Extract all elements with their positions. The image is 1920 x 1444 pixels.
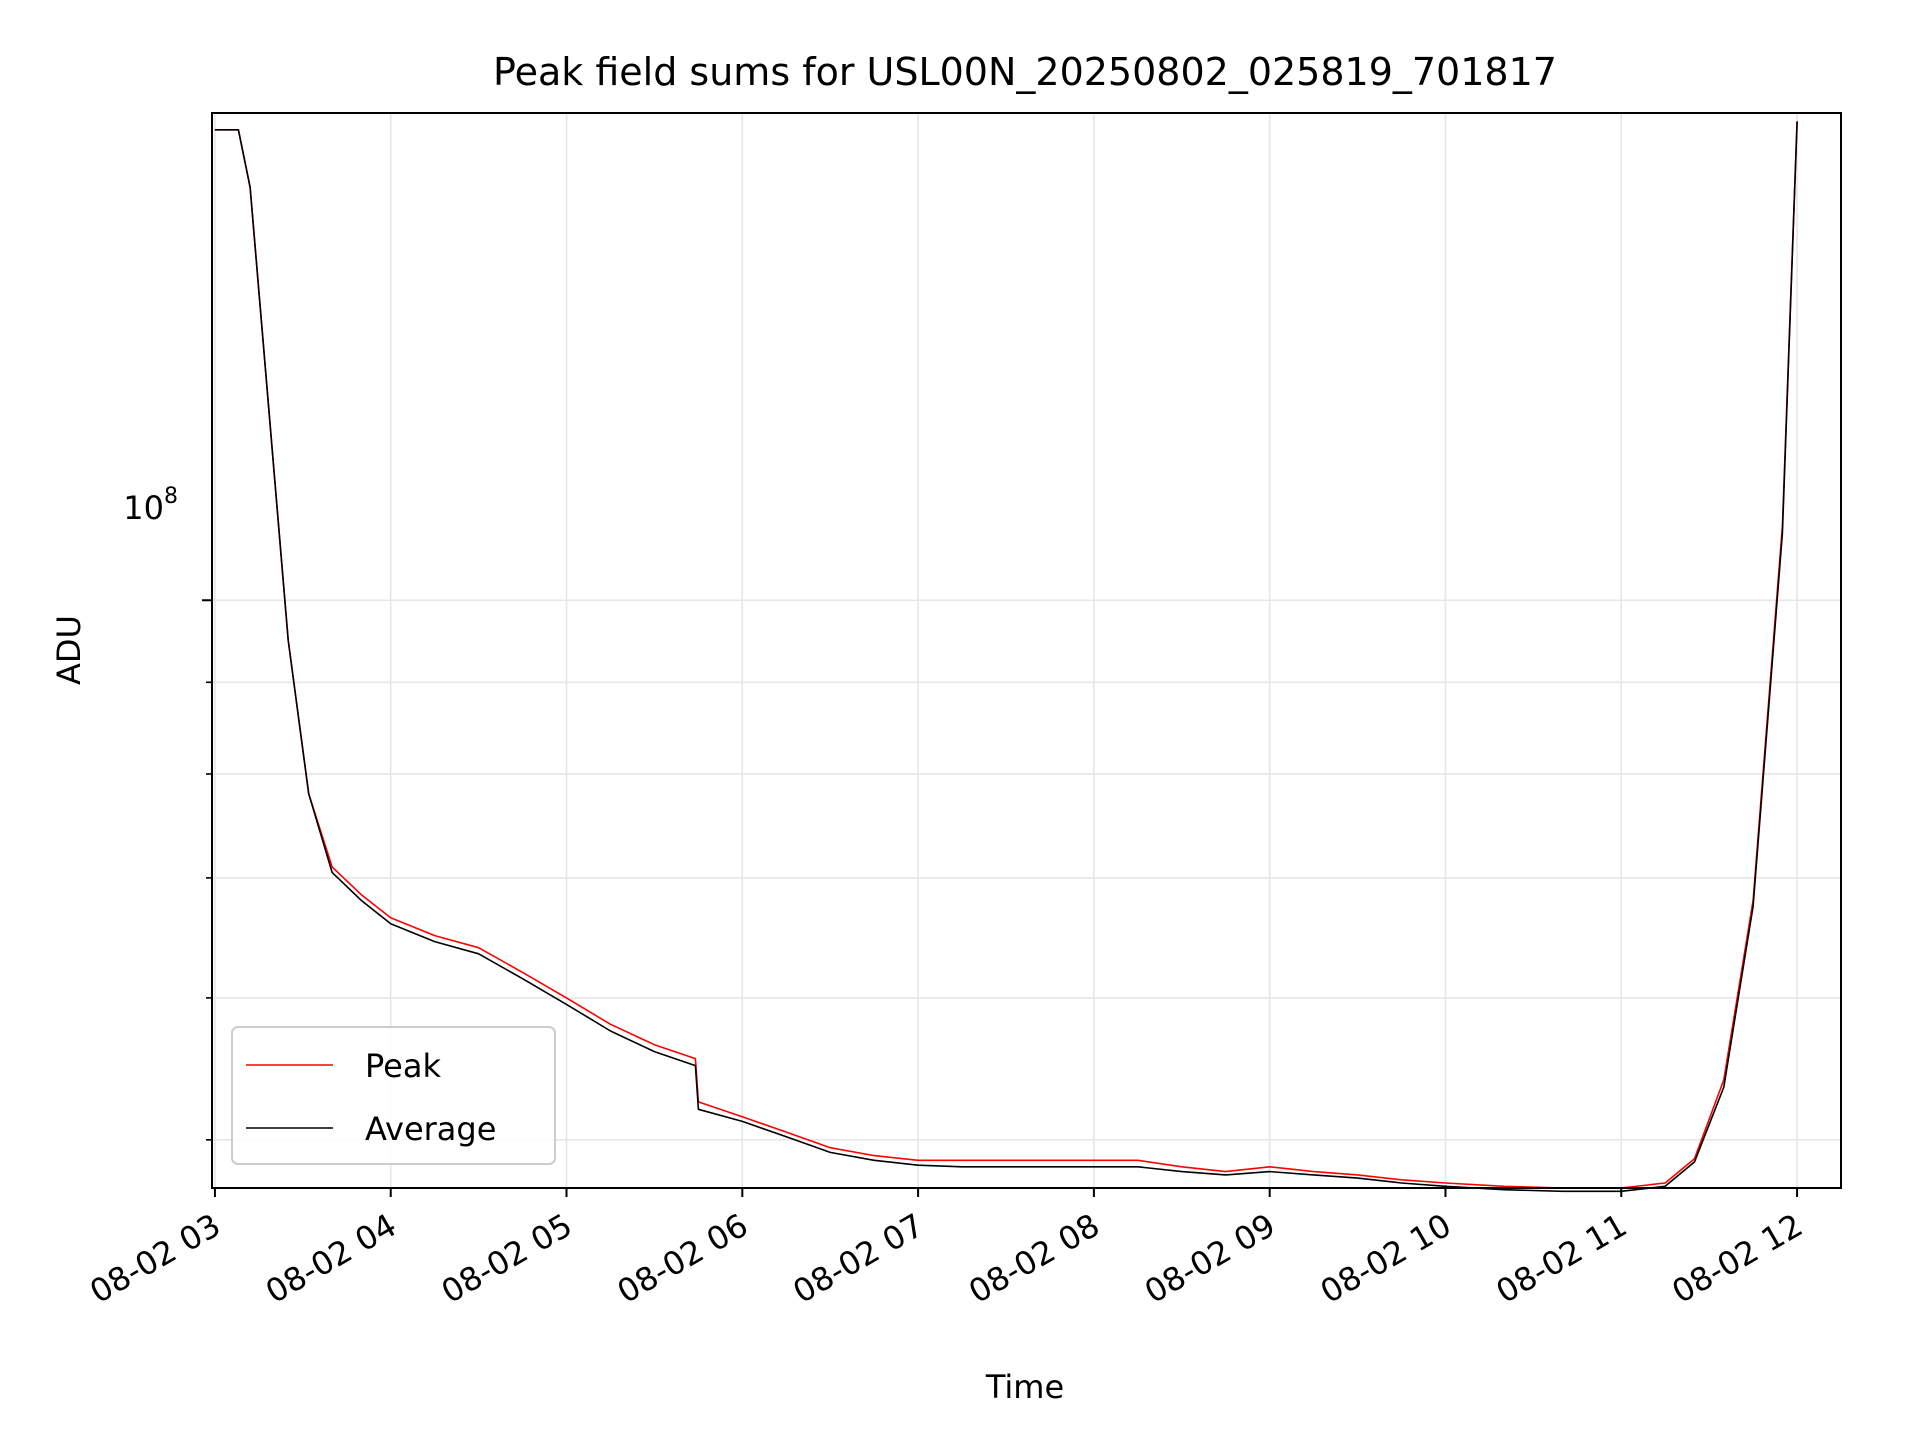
chart-title: Peak field sums for USL00N_20250802_0258… <box>493 50 1557 94</box>
x-axis-label: Time <box>985 1368 1064 1406</box>
y-tick-exponent: 8 <box>164 484 178 509</box>
y-axis: 108 <box>123 484 212 1141</box>
x-tick-label: 08-02 12 <box>1665 1206 1809 1311</box>
y-tick-label: 108 <box>123 484 178 527</box>
x-tick-label: 08-02 03 <box>83 1206 227 1311</box>
plot-frame <box>211 112 1842 1189</box>
legend-box <box>231 1026 556 1165</box>
x-tick-label: 08-02 06 <box>611 1206 755 1311</box>
x-tick-label: 08-02 05 <box>435 1206 579 1311</box>
x-tick-label: 08-02 11 <box>1490 1206 1634 1311</box>
x-tick-label: 08-02 07 <box>786 1206 930 1311</box>
x-tick-label: 08-02 10 <box>1314 1206 1458 1311</box>
legend-label-average: Average <box>365 1110 496 1148</box>
y-tick-base: 10 <box>123 489 164 527</box>
y-axis-label: ADU <box>50 615 88 685</box>
legend-label-peak: Peak <box>365 1047 441 1085</box>
x-axis: 08-02 03 08-02 04 08-02 05 08-02 06 08-02 07… <box>83 1188 1809 1311</box>
x-tick-label: 08-02 04 <box>259 1206 403 1311</box>
x-tick-label: 08-02 09 <box>1138 1206 1282 1311</box>
series-line-average <box>214 121 1798 1193</box>
x-tick-label: 08-02 08 <box>962 1206 1106 1311</box>
legend: Peak Average <box>231 1026 556 1165</box>
